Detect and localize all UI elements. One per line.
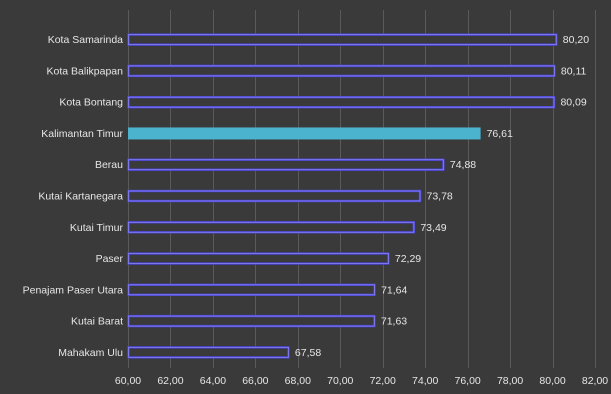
x-tick-label: 70,00 bbox=[327, 375, 353, 387]
bar-outline bbox=[128, 190, 421, 202]
value-label: 80,11 bbox=[561, 65, 587, 77]
category-label: Kota Balikpapan bbox=[47, 65, 124, 77]
x-tick-label: 62,00 bbox=[157, 375, 183, 387]
value-label: 67,58 bbox=[295, 347, 321, 359]
value-label: 73,78 bbox=[427, 191, 453, 203]
bar-outline bbox=[128, 221, 415, 233]
x-tick-label: 60,00 bbox=[115, 375, 141, 387]
category-label: Penajam Paser Utara bbox=[23, 284, 124, 296]
bar bbox=[127, 33, 558, 46]
value-label: 74,88 bbox=[450, 159, 476, 171]
bar bbox=[127, 252, 390, 265]
bar-outline bbox=[128, 284, 375, 296]
x-tick-label: 72,00 bbox=[370, 375, 396, 387]
bar-outline bbox=[128, 159, 444, 171]
bar-outline bbox=[128, 346, 289, 358]
bar-outline bbox=[128, 96, 555, 108]
bar-highlight bbox=[128, 127, 481, 140]
value-label: 73,49 bbox=[420, 222, 446, 234]
bar bbox=[127, 189, 422, 203]
bar bbox=[127, 64, 556, 78]
x-tick-label: 66,00 bbox=[242, 375, 268, 387]
bar bbox=[127, 221, 416, 234]
bar bbox=[127, 283, 376, 297]
category-label: Mahakam Ulu bbox=[58, 347, 123, 359]
x-tick-label: 74,00 bbox=[412, 375, 438, 387]
x-tick-label: 64,00 bbox=[200, 375, 226, 387]
x-tick-label: 78,00 bbox=[497, 375, 523, 387]
category-label: Paser bbox=[96, 253, 124, 265]
bar bbox=[127, 158, 445, 171]
x-tick-label: 82,00 bbox=[582, 375, 608, 387]
value-label: 76,61 bbox=[487, 128, 513, 140]
category-label: Kalimantan Timur bbox=[41, 128, 123, 140]
bar bbox=[127, 346, 290, 359]
category-label: Kutai Barat bbox=[71, 316, 123, 328]
value-label: 72,29 bbox=[395, 253, 421, 265]
category-label: Kota Samarinda bbox=[48, 34, 123, 46]
value-label: 71,64 bbox=[381, 284, 407, 296]
x-tick-label: 80,00 bbox=[539, 375, 565, 387]
value-label: 71,63 bbox=[381, 316, 407, 328]
category-label: Kota Bontang bbox=[59, 97, 123, 109]
x-tick-label: 68,00 bbox=[285, 375, 311, 387]
bar-outline bbox=[128, 34, 557, 46]
bar bbox=[127, 314, 376, 328]
category-label: Kutai Timur bbox=[70, 222, 124, 234]
bar bbox=[127, 95, 556, 109]
bar-outline bbox=[128, 253, 389, 264]
bar-outline bbox=[128, 315, 375, 327]
value-label: 80,09 bbox=[560, 97, 586, 109]
category-label: Berau bbox=[95, 159, 123, 171]
category-label: Kutai Kartanegara bbox=[38, 191, 123, 203]
value-label: 80,20 bbox=[563, 34, 589, 46]
x-tick-label: 76,00 bbox=[454, 375, 480, 387]
bar-outline bbox=[128, 65, 555, 77]
